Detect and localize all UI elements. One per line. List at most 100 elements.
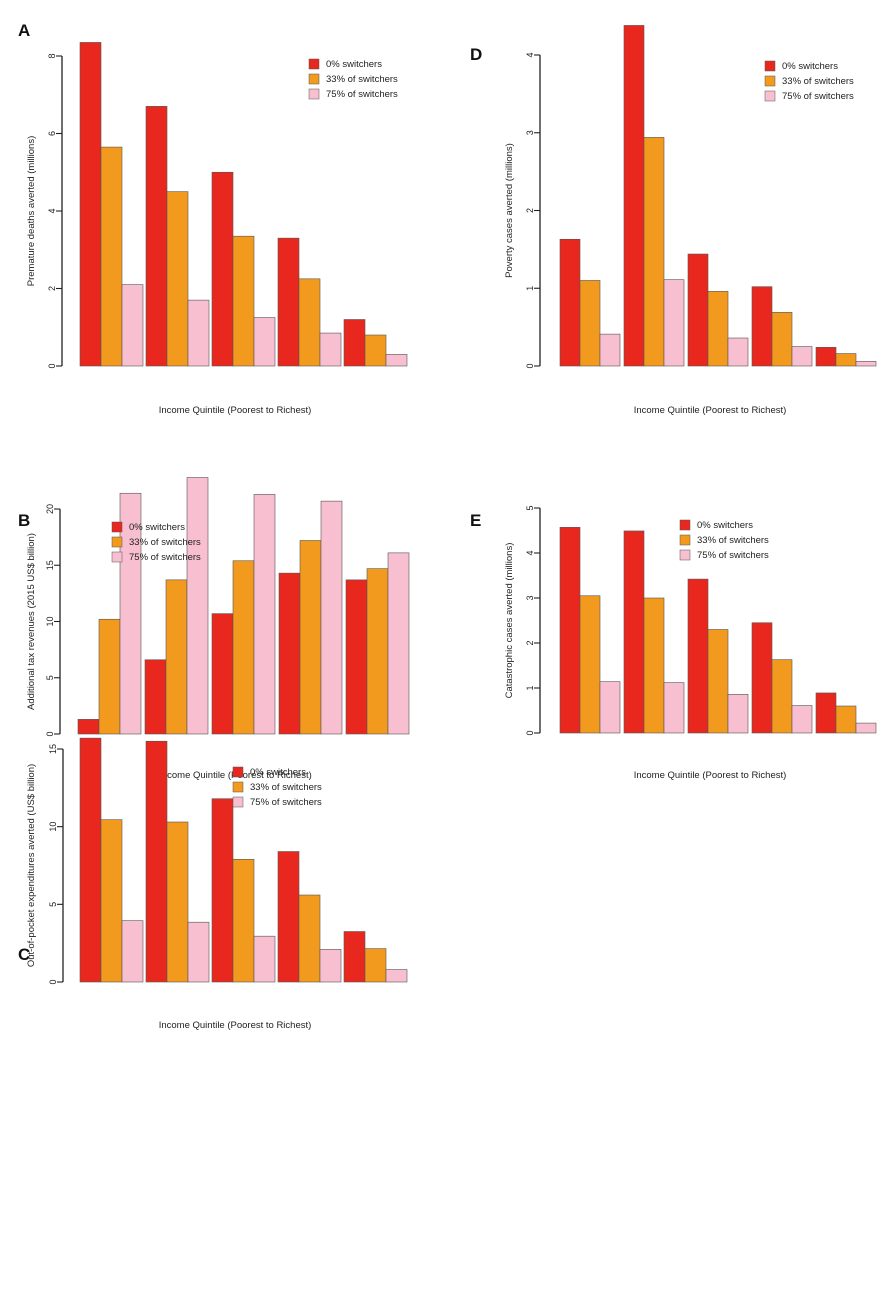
y-tick-label: 4 [47,208,57,213]
y-tick-label: 10 [45,616,55,626]
bar-q2-series-2 [166,821,189,983]
bar-q1-series-2 [100,819,123,983]
bar-q1-series-3 [599,681,621,734]
bar-q3-series-1 [211,798,234,983]
bar-q2-series-3 [187,921,210,983]
bar-q4-series-3 [791,346,813,367]
bar-q3-series-2 [707,291,729,367]
legend-swatch [764,90,776,102]
legend-swatch [232,781,244,793]
bar-q4-series-2 [771,659,793,734]
y-tick-label: 4 [525,550,535,555]
legend-entry: 0% switchers [782,61,838,72]
legend-swatch [679,549,691,561]
bar-q4-series-1 [751,622,773,734]
bar-q3-series-1 [211,613,234,735]
y-tick-label: 4 [525,52,535,57]
legend-entry: 0% switchers [129,522,185,533]
bar-q3-series-1 [687,253,709,367]
panel-letter: D [470,45,482,64]
chart-panel-c: C 0 5 10 15 Out-of-pocket expenditures averte… [18,737,408,1031]
bar-q2-series-3 [187,299,210,367]
bar-q1-series-1 [559,527,581,734]
bar-q2-series-3 [663,682,685,734]
bar-q2-series-3 [663,279,685,367]
legend-entry: 0% switchers [326,59,382,70]
bar-q3-series-3 [727,337,749,367]
panel-letter: E [470,511,481,530]
y-axis-label: Additional tax revenues (2015 US$ billio… [26,533,37,710]
y-tick-label: 2 [525,208,535,213]
legend-swatch [679,519,691,531]
legend: 0% switchers 33% of switchers 75% of switc… [764,60,854,102]
bar-q5-series-3 [385,969,408,983]
bar-q1-series-2 [579,280,601,367]
y-tick-label: 15 [45,560,55,570]
y-axis-label: Premature deaths averted (millions) [26,136,37,286]
chart-panel-a: A 0 2 4 6 8 Premature deaths averted (millions… [18,21,408,416]
panel-letter: A [18,21,30,40]
legend-entry: 33% of switchers [697,535,769,546]
chart-panel-d: D 0 1 2 3 4 Poverty cases averted (millions) In… [470,25,877,416]
bar-q1-series-1 [79,42,102,367]
legend-entry: 75% of switchers [697,550,769,561]
bar-q3-series-3 [253,317,276,367]
legend: 0% switchers 33% of switchers 75% of switc… [308,58,398,100]
y-tick-label: 5 [45,675,55,680]
bar-q1-series-3 [121,920,144,983]
bar-q5-series-1 [815,692,837,734]
x-axis-label: Income Quintile (Poorest to Richest) [634,770,787,781]
bar-q3-series-1 [211,171,234,367]
bar-q3-series-2 [707,629,729,734]
bar-q5-series-3 [855,722,877,734]
y-tick-label: 3 [525,130,535,135]
y-tick-label: 2 [525,640,535,645]
bar-q5-series-2 [364,334,387,367]
bar-q5-series-1 [345,579,368,735]
legend-entry: 75% of switchers [250,797,322,808]
legend-entry: 0% switchers [697,520,753,531]
bar-q1-series-1 [559,238,581,367]
bar-q4-series-3 [319,332,342,367]
bar-q3-series-2 [232,235,255,367]
legend-swatch [232,796,244,808]
bar-q5-series-2 [364,948,387,983]
y-tick-label: 0 [525,363,535,368]
x-axis-label: Income Quintile (Poorest to Richest) [634,405,787,416]
bar-q2-series-2 [643,597,665,734]
legend-entry: 75% of switchers [782,91,854,102]
legend: 0% switchers 33% of switchers 75% of switc… [679,519,769,561]
y-tick-label: 20 [45,504,55,514]
bar-q2-series-2 [643,137,665,367]
legend-entry: 33% of switchers [129,537,201,548]
legend-swatch [111,551,123,563]
bar-q4-series-2 [298,894,321,983]
legend-swatch [308,58,320,70]
bar-q4-series-1 [751,286,773,367]
y-axis-label: Catastrophic cases averted (millions) [504,543,515,699]
y-tick-label: 2 [47,286,57,291]
y-tick-label: 15 [48,744,58,754]
bar-q5-series-2 [366,568,389,735]
bar-q1-series-1 [77,719,100,735]
legend-entry: 75% of switchers [129,552,201,563]
bar-q5-series-1 [343,931,366,983]
bar-q2-series-1 [144,659,167,735]
legend-entry: 75% of switchers [326,89,398,100]
bar-q1-series-2 [100,146,123,367]
bar-q4-series-2 [298,278,321,367]
bar-q2-series-1 [623,530,645,734]
bar-q2-series-1 [145,106,168,367]
bar-q1-series-3 [121,284,144,367]
bar-q4-series-2 [299,540,322,735]
bar-q4-series-3 [319,949,342,983]
legend-entry: 33% of switchers [250,782,322,793]
bar-q5-series-1 [343,319,366,367]
bar-q1-series-2 [98,618,121,735]
bar-q5-series-3 [387,552,410,735]
y-tick-label: 3 [525,595,535,600]
y-tick-label: 8 [47,53,57,58]
legend-entry: 33% of switchers [782,76,854,87]
y-tick-label: 1 [525,286,535,291]
